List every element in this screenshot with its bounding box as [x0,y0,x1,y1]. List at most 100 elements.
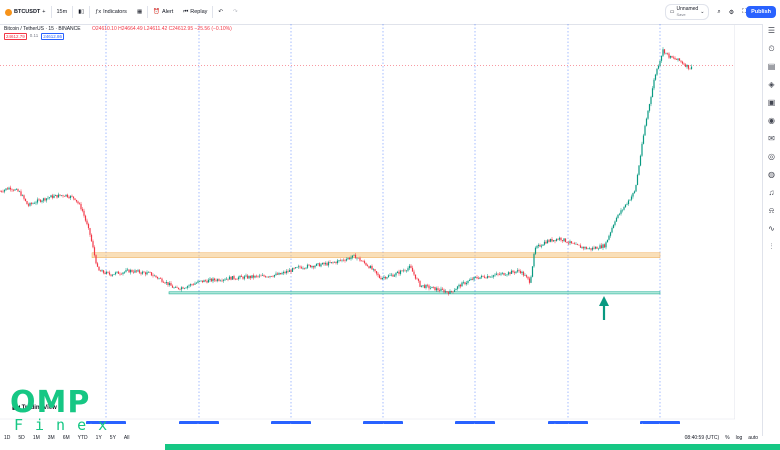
candle-body [426,284,429,286]
range-1y[interactable]: 1Y [95,435,102,441]
candle-body [356,257,358,259]
range-ytd[interactable]: YTD [77,435,88,441]
search-icon[interactable]: ⌕ [717,8,721,15]
candle-body [549,238,552,242]
plus-icon[interactable]: + [42,9,46,15]
log-toggle[interactable]: log [735,435,743,441]
redo-button[interactable]: ↷ [228,0,243,24]
notifications-icon[interactable]: ♫ [768,188,775,197]
candle-body [411,267,414,272]
candle-body [321,262,324,265]
candle-body [219,280,222,282]
range-6m[interactable]: 6M [62,435,70,441]
candle-body [419,280,421,287]
candle-body [201,280,204,283]
range-5y[interactable]: 5Y [109,435,116,441]
alerts-icon[interactable]: ⏲ [768,44,775,53]
candle-body [597,248,600,250]
candle-body [5,188,7,190]
broadcast-icon[interactable]: ◍ [768,170,775,179]
candle-body [84,215,87,221]
data-window-icon[interactable]: ▤ [767,62,776,71]
symbol-search[interactable]: BTCUSDT + [0,0,51,24]
candle-body [315,263,318,266]
candle-body [590,248,592,250]
candle-body [585,247,588,249]
interval-button[interactable]: 15m [52,0,73,24]
utc-clock[interactable]: 08:40:59 (UTC) [684,435,720,441]
hotlist-icon[interactable]: ◈ [768,80,775,89]
range-3m[interactable]: 3M [47,435,55,441]
candle-body [441,288,444,290]
alert-button[interactable]: ⏰ Alert [148,0,178,24]
candle-body [354,254,357,259]
gear-icon[interactable]: ⚙ [728,9,735,16]
candle-body [575,243,577,245]
range-1m[interactable]: 1M [32,435,40,441]
candle-body [11,189,13,191]
publish-button[interactable]: Publish [746,6,776,18]
sell-price[interactable]: 24612.79 [4,33,27,40]
chat-icon[interactable]: ✉ [768,134,775,143]
candle-body [131,270,133,272]
candle-body [636,174,639,185]
range-5d[interactable]: 5D [18,435,25,441]
candle-body [522,271,525,276]
candle-body [12,189,15,191]
fullscreen-icon[interactable]: ⛶ [742,8,747,15]
layout-button[interactable]: ▦ [132,0,147,24]
chart-icon[interactable]: ∿ [768,224,775,233]
chart-type-button[interactable]: ▮▯ [73,0,89,24]
candle-body [347,257,349,260]
range-all[interactable]: All [123,435,130,441]
candle-body [633,191,636,194]
candle-body [375,271,378,274]
auto-toggle[interactable]: auto [748,435,758,441]
candle-body [468,280,471,281]
candle-body [314,265,316,268]
layout-name-button[interactable]: ▭ Unnamed Save ⌄ [664,4,710,20]
candle-body [545,241,547,244]
replay-button[interactable]: ⏮ Replay [178,0,212,24]
candle-body [212,278,214,282]
streams-icon[interactable]: ◎ [768,152,775,161]
candle-body [392,274,394,277]
candle-body [138,270,141,273]
candle-body [687,64,690,69]
candle-body [540,245,543,247]
candle-body [324,263,327,265]
watchlist-icon[interactable]: ☰ [767,26,776,35]
candle-body [254,275,256,278]
candle-body [297,266,300,268]
candle-body [249,276,252,278]
calendar-icon[interactable]: ▣ [767,98,776,107]
time-axis[interactable]: 9 Fri 10 Feb '23 00:00 12:00 Sat 11 Feb '23… [0,418,735,424]
candle-body [36,199,39,203]
buy-price[interactable]: 24612.86 [41,33,64,40]
candle-body [167,282,169,285]
candle-body [672,57,675,59]
percent-toggle[interactable]: % [725,435,730,441]
candle-body [78,203,81,204]
candle-body [227,278,229,280]
tv-icon: ▮◢ [12,405,20,411]
candle-body [437,288,439,291]
range-1d[interactable]: 1D [4,435,11,441]
candle-body [368,266,370,269]
price-chart[interactable]: USDT25000.0024800.0024600.0024400.002420… [0,24,735,424]
indicators-button[interactable]: ƒx Indicators [90,0,132,24]
alarm-icon: ⏰ [153,9,160,15]
candle-body [174,287,177,288]
dom-icon[interactable]: ⫶ [770,242,773,251]
candle-body [671,55,673,58]
layout-name: Unnamed [676,6,699,12]
candle-body [74,198,76,200]
undo-button[interactable]: ↶ [213,0,228,24]
candle-body [588,248,591,249]
candle-body [275,273,277,275]
ideas-icon[interactable]: ◉ [768,116,775,125]
candle-body [326,263,328,266]
bell-icon[interactable]: ⍾ [768,206,775,215]
candle-body [257,275,259,277]
candle-body [407,268,409,271]
